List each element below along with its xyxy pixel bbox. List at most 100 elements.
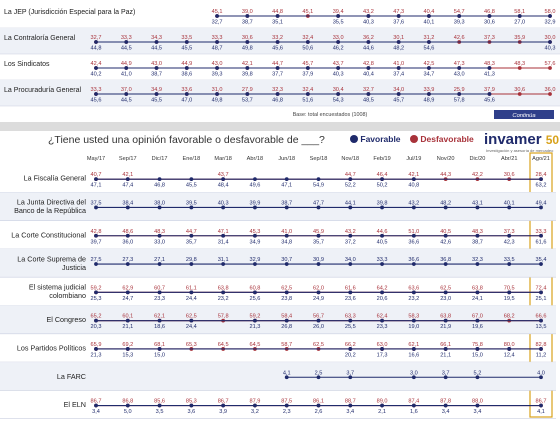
top-favorable-value-label: 44,6 xyxy=(363,46,374,52)
highlight-frame xyxy=(529,152,553,418)
favorable-series-value-label: 36,0 xyxy=(122,239,133,245)
favorable-series-value-label: 5,0 xyxy=(124,409,132,415)
top-unfavorable-value-label: 30,0 xyxy=(545,35,556,41)
unfavorable-series-value-label: 63,8 xyxy=(440,314,451,320)
favorable-series-value-label: 42,6 xyxy=(440,239,451,245)
top-favorable-value-label: 44,8 xyxy=(91,46,102,52)
top-favorable-point xyxy=(517,14,522,18)
favorable-series-point xyxy=(221,290,226,295)
top-favorable-point xyxy=(366,92,371,96)
favorable-series-point xyxy=(380,318,384,323)
favorable-series-value-label: 48,2 xyxy=(440,200,451,206)
top-unfavorable-value-label: 47,3 xyxy=(454,61,465,67)
top-favorable-value-label: 45,5 xyxy=(151,98,162,104)
top-row-label: La JEP (Jurisdicción Especial para la Pa… xyxy=(4,9,135,16)
x-tick-label: May/17 xyxy=(87,156,105,162)
favorable-series-point xyxy=(125,290,130,295)
top-unfavorable-value-label: 31,2 xyxy=(423,35,434,41)
top-unfavorable-value-label: 43,0 xyxy=(212,61,223,67)
favorable-series-point xyxy=(475,205,480,210)
top-unfavorable-value-label: 58,1 xyxy=(514,9,525,15)
row-band xyxy=(0,362,556,391)
favorable-series-value-label: 3,9 xyxy=(219,409,227,415)
top-favorable-value-label: 45,6 xyxy=(484,98,495,104)
top-favorable-point xyxy=(548,14,552,18)
top-favorable-point xyxy=(215,66,219,70)
favorable-series-value-label: 3,5 xyxy=(156,409,164,415)
favorable-series-point xyxy=(539,347,543,351)
favorable-series-point xyxy=(316,233,321,238)
favorable-series-value-label: 13,5 xyxy=(536,324,547,330)
unfavorable-series-value-label: 86,7 xyxy=(536,399,547,405)
favorable-series-value-label: 37,5 xyxy=(91,200,102,206)
top-unfavorable-value-label: 25,9 xyxy=(454,87,465,93)
top-favorable-value-label: 40,3 xyxy=(545,46,556,52)
favorable-series-point xyxy=(157,318,162,323)
unfavorable-series-value-label: 62,5 xyxy=(313,342,324,348)
favorable-series-point xyxy=(475,290,480,295)
top-unfavorable-value-label: 30,6 xyxy=(242,35,253,41)
favorable-series-value-label: 27,3 xyxy=(122,257,133,263)
top-unfavorable-value-label: 45,1 xyxy=(212,9,223,15)
favorable-series-point xyxy=(348,290,353,295)
favorable-series-value-label: 47,7 xyxy=(313,200,324,206)
favorable-series-value-label: 23,8 xyxy=(281,296,292,302)
top-favorable-value-label: 40,2 xyxy=(91,72,102,78)
top-favorable-point xyxy=(305,92,310,96)
unfavorable-series-value-label: 45,9 xyxy=(313,229,324,235)
unfavorable-series-value-label: 85,6 xyxy=(154,399,165,405)
unfavorable-series-value-label: 64,2 xyxy=(377,285,388,291)
top-favorable-point xyxy=(154,92,159,96)
top-unfavorable-point xyxy=(548,66,552,70)
top-unfavorable-value-label: 34,9 xyxy=(151,87,162,93)
top-row-label: La Procuraduría General xyxy=(4,87,81,94)
unfavorable-series-value-label: 85,3 xyxy=(186,399,197,405)
favorable-series-point xyxy=(411,403,416,408)
unfavorable-series-value-label: 64,5 xyxy=(218,342,229,348)
favorable-series-value-label: 26,8 xyxy=(281,324,292,330)
unfavorable-series-value-label: 68,2 xyxy=(504,314,515,320)
favorable-series-point xyxy=(316,262,321,266)
top-favorable-value-label: 45,6 xyxy=(272,46,283,52)
x-tick-label: Abr/21 xyxy=(501,156,517,162)
top-favorable-point xyxy=(487,92,492,96)
top-unfavorable-value-label: 33,9 xyxy=(423,87,434,93)
favorable-series-point xyxy=(253,290,257,295)
favorable-series-point xyxy=(316,290,321,295)
unfavorable-series-value-label: 62,5 xyxy=(186,314,197,320)
favorable-series-value-label: 42,3 xyxy=(504,239,515,245)
top-favorable-point xyxy=(94,40,98,44)
top-favorable-point xyxy=(124,92,129,96)
favorable-series-point xyxy=(316,318,321,323)
favorable-series-point xyxy=(284,262,289,266)
top-unfavorable-value-label: 44,9 xyxy=(121,61,132,67)
favorable-series-value-label: 30,7 xyxy=(281,257,292,263)
unfavorable-series-value-label: 40,5 xyxy=(440,229,451,235)
favorable-series-value-label: 15,0 xyxy=(472,352,483,358)
top-favorable-value-label: 40,3 xyxy=(363,20,374,26)
favorable-series-value-label: 24,1 xyxy=(472,296,483,302)
unfavorable-series-value-label: 44,6 xyxy=(377,229,388,235)
unfavorable-series-value-label: 45,3 xyxy=(249,229,260,235)
favorable-series-point xyxy=(125,347,130,351)
top-favorable-point xyxy=(245,92,250,96)
favorable-series-value-label: 20,6 xyxy=(377,296,388,302)
top-favorable-point xyxy=(396,92,401,96)
row-label: El sistema judicial colombiano xyxy=(29,283,87,301)
bottom-chart-panel: May/17 Sep/17 Dic/17 Ene/18 Mar/18 Abr/18 Jun/… xyxy=(0,131,560,420)
favorable-series-point xyxy=(253,177,257,182)
favorable-series-value-label: 25,5 xyxy=(345,324,356,330)
favorable-series-point xyxy=(284,290,289,295)
top-favorable-point xyxy=(94,92,98,96)
favorable-series-value-label: 32,3 xyxy=(472,257,483,263)
top-unfavorable-value-label: 36,0 xyxy=(545,87,556,93)
top-unfavorable-value-label: 40,4 xyxy=(423,9,434,15)
favorable-series-point xyxy=(539,375,543,380)
unfavorable-series-value-label: 62,4 xyxy=(377,314,388,320)
favorable-series-value-label: 18,6 xyxy=(154,324,165,330)
unfavorable-series-value-label: 61,1 xyxy=(186,285,197,291)
favorable-series-point xyxy=(94,403,98,408)
unfavorable-series-value-label: 66,2 xyxy=(345,342,356,348)
favorable-series-value-label: 24,9 xyxy=(313,296,324,302)
favorable-series-value-label: 33,0 xyxy=(154,239,165,245)
